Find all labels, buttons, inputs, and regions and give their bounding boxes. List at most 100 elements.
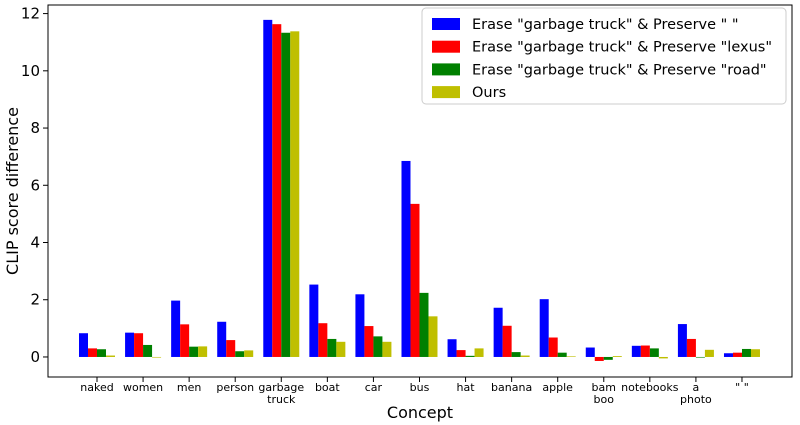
bar-series-1-8 <box>447 339 457 357</box>
bar-series-4-5 <box>336 341 346 357</box>
bar-series-4-2 <box>198 346 208 357</box>
bar-series-1-14 <box>723 353 733 357</box>
x-tick-label: hat <box>457 381 476 394</box>
legend-label: Erase "garbage truck" & Preserve "lexus" <box>472 40 772 56</box>
plot-frame <box>47 4 793 378</box>
bar-series-3-6 <box>373 336 383 357</box>
y-tick-label: 10 <box>21 62 40 80</box>
x-tick-label: boo <box>594 393 615 406</box>
bar-series-2-10 <box>548 337 558 357</box>
bar-series-3-12 <box>649 348 659 357</box>
x-tick-label: women <box>123 381 163 394</box>
legend-swatch <box>432 86 460 99</box>
bar-series-4-10 <box>566 356 576 357</box>
bar-series-3-8 <box>465 355 475 357</box>
bar-series-3-13 <box>695 356 705 358</box>
x-tick-label: garbage <box>258 381 304 394</box>
bar-series-2-6 <box>364 326 374 357</box>
bar-series-2-3 <box>226 340 236 357</box>
bar-series-1-6 <box>355 294 365 357</box>
bar-series-1-2 <box>171 300 181 357</box>
bar-series-3-3 <box>235 351 245 357</box>
legend-swatch <box>432 18 460 30</box>
y-tick-label: 6 <box>30 176 40 194</box>
bar-series-4-6 <box>382 341 392 357</box>
bar-series-4-7 <box>428 316 438 357</box>
bar-series-1-0 <box>79 333 88 357</box>
bar-series-2-9 <box>502 325 512 357</box>
bar-series-3-1 <box>143 344 153 357</box>
y-axis-label: CLIP score difference <box>3 107 22 275</box>
y-ticks: 0 2 4 6 8 10 12 <box>21 5 48 366</box>
x-tick-label: naked <box>80 381 113 394</box>
bar-series-4-13 <box>704 349 714 357</box>
bar-series-2-12 <box>640 345 650 357</box>
bar-series-2-7 <box>410 203 420 357</box>
bar-series-1-12 <box>631 345 641 357</box>
y-tick-label: 12 <box>21 5 40 23</box>
bar-series-4-0 <box>106 355 115 357</box>
bar-series-1-13 <box>677 324 687 357</box>
bar-series-2-11 <box>594 356 604 361</box>
bar-series-1-1 <box>125 332 135 357</box>
x-tick-label: bus <box>410 381 430 394</box>
legend-swatch <box>432 40 460 53</box>
x-tick-label: apple <box>542 381 573 394</box>
x-tick-label: a <box>693 381 700 394</box>
bar-series-2-0 <box>88 348 97 357</box>
bar-series-4-1 <box>152 356 162 358</box>
bar-series-2-4 <box>272 24 282 357</box>
bar-series-3-14 <box>741 348 751 357</box>
x-tick-label: truck <box>267 393 296 406</box>
bar-series-2-13 <box>686 338 696 357</box>
x-tick-label: men <box>177 381 201 394</box>
bar-series-2-5 <box>318 323 328 357</box>
x-tick-label: bam <box>592 381 616 394</box>
bar-series-2-8 <box>456 350 466 357</box>
bar-series-3-11 <box>603 356 613 360</box>
bar-series-4-14 <box>750 349 760 357</box>
bar-series-2-1 <box>134 333 144 357</box>
legend-swatch <box>432 63 460 76</box>
bars-group <box>79 19 760 361</box>
bar-series-1-3 <box>217 321 227 357</box>
bar-series-3-5 <box>327 338 337 357</box>
legend-label: Ours <box>472 85 506 101</box>
x-axis-label: Concept <box>387 403 453 422</box>
legend: Erase "garbage truck" & Preserve " " Eras… <box>421 7 787 105</box>
x-tick-label: notebooks <box>621 381 679 394</box>
bar-series-4-9 <box>520 355 530 357</box>
bar-series-3-10 <box>557 352 567 357</box>
bar-series-4-11 <box>612 356 622 357</box>
x-tick-label: " " <box>735 381 749 394</box>
bar-series-1-10 <box>539 299 549 357</box>
bar-series-1-4 <box>263 19 273 357</box>
x-tick-label: banana <box>491 381 532 394</box>
bar-series-4-8 <box>474 348 484 357</box>
legend-box <box>421 7 787 105</box>
x-tick-label: car <box>365 381 383 394</box>
bar-series-4-4 <box>290 31 300 357</box>
bar-series-1-9 <box>493 307 503 357</box>
y-tick-label: 2 <box>30 291 40 309</box>
x-tick-label: boat <box>315 381 340 394</box>
bar-series-1-11 <box>585 347 595 357</box>
bar-series-2-2 <box>180 324 190 357</box>
bar-series-4-12 <box>658 356 668 359</box>
bar-series-3-4 <box>281 32 291 357</box>
bar-series-1-5 <box>309 284 319 357</box>
legend-label: Erase "garbage truck" & Preserve " " <box>472 17 739 33</box>
bar-series-3-0 <box>97 349 106 357</box>
bar-series-3-2 <box>189 346 199 357</box>
bar-series-2-14 <box>732 352 742 357</box>
bar-series-3-7 <box>419 292 429 357</box>
x-tick-label: photo <box>680 393 712 406</box>
bar-series-1-7 <box>401 160 411 357</box>
bar-series-3-9 <box>511 352 521 357</box>
y-tick-label: 4 <box>30 234 40 252</box>
legend-label: Erase "garbage truck" & Preserve "road" <box>472 62 767 78</box>
bar-series-4-3 <box>244 350 254 357</box>
x-tick-label: person <box>216 381 254 394</box>
